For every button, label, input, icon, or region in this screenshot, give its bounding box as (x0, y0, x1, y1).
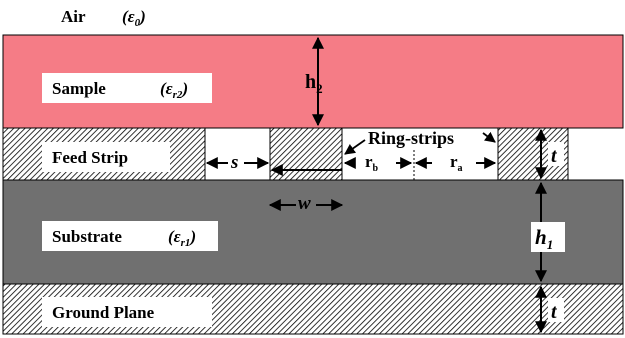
sample-label-box (42, 73, 212, 103)
t-top-label: t (551, 145, 558, 167)
t-top-label-bg (548, 142, 564, 166)
ring-strips-label: Ring-strips (368, 128, 454, 148)
rb-label: rb (365, 152, 379, 174)
ground-plane-label: Ground Plane (52, 303, 155, 322)
h1-label: h1 (535, 225, 553, 252)
ra-label: ra (450, 152, 463, 174)
h2-label: h2 (305, 71, 323, 96)
t-bottom-label: t (551, 301, 558, 323)
substrate-label-box (42, 221, 218, 251)
ring-strips-pointer-right (482, 131, 496, 143)
s-label: s (230, 152, 238, 173)
sample-label: Sample (52, 79, 106, 98)
air-label: Air (61, 7, 86, 26)
ring-strips-pointer-left (344, 139, 366, 155)
air-permittivity: (ε0) (122, 7, 146, 29)
w-label: w (298, 193, 311, 214)
h1-label-bg (531, 222, 565, 252)
feed-strip-label: Feed Strip (52, 148, 128, 167)
ground-plane-label-box (42, 297, 212, 327)
w-label-bg (296, 193, 316, 211)
substrate-label: Substrate (52, 227, 122, 246)
feed-strip-label-box (42, 142, 170, 172)
ring-strip-inner (269, 127, 343, 181)
s-label-bg (228, 152, 244, 170)
t-bottom-label-bg (548, 298, 564, 322)
